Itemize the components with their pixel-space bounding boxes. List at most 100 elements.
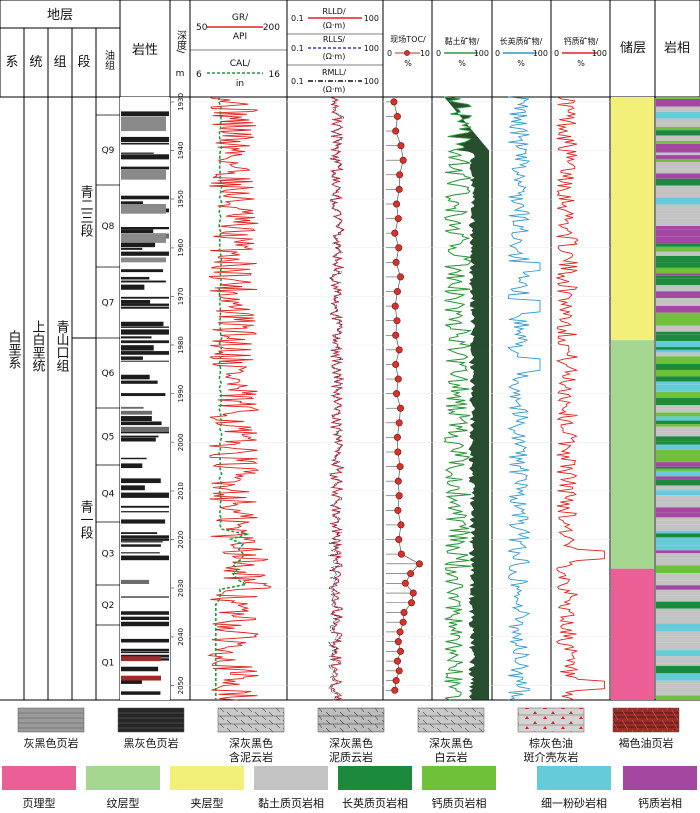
header-strat: 地层 — [47, 8, 73, 23]
lithology-bed — [121, 538, 169, 541]
facies-bed — [656, 444, 700, 451]
legend-lithology-label: 黑灰色页岩 — [124, 736, 179, 750]
facies-bed — [656, 262, 700, 268]
facies-bed — [656, 589, 700, 596]
legend-lithology-label: 泥质云岩 — [329, 750, 373, 764]
series-label: 上白垩统 — [30, 320, 46, 373]
facies-bed — [656, 485, 700, 491]
legend-lithology-label: 深灰黑色 — [229, 736, 273, 750]
calc-curve — [555, 96, 605, 701]
facies-bed — [656, 356, 700, 364]
facies-bed — [656, 229, 700, 237]
lithology-bed — [121, 154, 169, 160]
facies-bed — [656, 631, 700, 634]
toc-point — [393, 112, 401, 120]
rmll-unit: (Ω·m) — [323, 85, 346, 94]
lithology-bed — [121, 306, 169, 309]
facies-bed — [656, 273, 700, 276]
facies-bed — [656, 416, 700, 421]
lithology-bed — [121, 166, 169, 170]
facies-bed — [656, 502, 700, 508]
facies-bed — [656, 462, 700, 467]
facies-bed — [656, 340, 700, 348]
lithology-bed — [121, 251, 169, 256]
toc-unit: % — [404, 59, 412, 68]
lithology-bed — [121, 675, 161, 681]
facies-bed — [656, 656, 700, 664]
rlls-curve — [329, 96, 345, 701]
toc-point — [392, 127, 400, 135]
lithology-bed — [121, 616, 169, 620]
facies-bed — [656, 397, 700, 406]
toc-point — [397, 273, 405, 281]
rlld-min: 0.1 — [291, 14, 304, 23]
header-depth-unit: m — [176, 69, 185, 79]
facies-bed — [656, 507, 700, 513]
lithology-bed — [121, 257, 166, 263]
facies-bed — [656, 99, 700, 107]
oil-group-label: Q9 — [102, 146, 115, 156]
lithology-bed — [121, 303, 169, 306]
facies-bed — [656, 405, 700, 409]
toc-point — [409, 589, 417, 597]
calc-label: 钙质矿物/ — [564, 36, 599, 46]
facies-bed — [656, 246, 700, 252]
legend-lithology-swatch — [117, 707, 185, 733]
facies-bed — [656, 595, 700, 602]
toc-point — [395, 492, 403, 500]
rlld-curve — [330, 96, 344, 701]
facies-bed — [656, 305, 700, 313]
toc-point — [415, 560, 423, 568]
oil-group-label: Q4 — [102, 490, 115, 500]
toc-min: 0 — [387, 49, 392, 58]
facies-bed — [656, 275, 700, 279]
toc-point — [395, 419, 403, 427]
facies-bed — [656, 558, 700, 566]
oil-group-column: Q9 Q8 Q7 Q6 Q5 Q4 Q3 Q2 Q1 — [96, 114, 120, 669]
toc-point — [392, 258, 400, 266]
legend-lithology-swatch — [217, 707, 285, 733]
facies-bed — [656, 512, 700, 518]
toc-point — [407, 570, 415, 578]
toc-point — [397, 550, 405, 558]
toc-point — [396, 628, 404, 636]
facies-bed — [656, 680, 700, 684]
toc-point — [408, 599, 416, 607]
lithology-bed — [121, 351, 169, 355]
toc-point — [394, 477, 402, 485]
facies-bed — [656, 524, 700, 531]
facies-bed — [656, 537, 700, 546]
legend-lithology-label: 含泥云岩 — [229, 750, 273, 764]
legend-lithology-label: 深灰黑色 — [329, 736, 373, 750]
lithology-bed — [121, 666, 159, 672]
facies-bed — [656, 143, 700, 148]
oil-group-label: Q3 — [102, 550, 115, 560]
facies-bed — [656, 663, 700, 666]
lithology-bed — [121, 532, 158, 534]
facies-bed — [656, 349, 700, 353]
lithology-bed — [121, 656, 161, 662]
toc-point — [392, 331, 400, 339]
facies-bed — [656, 580, 700, 586]
legend-facies-label: 钙质页岩相 — [432, 796, 487, 810]
lithology-bed — [121, 233, 166, 243]
lithology-bed — [121, 280, 166, 283]
facies-bed — [656, 683, 700, 688]
facies-bed — [656, 347, 700, 350]
lithology-bed — [121, 485, 145, 491]
toc-point — [399, 156, 407, 164]
calc-unit: % — [577, 59, 585, 68]
legend-facies-swatch — [623, 766, 697, 790]
facies-bed — [656, 479, 700, 486]
legend-lithology-swatch — [17, 707, 85, 733]
toc-point — [395, 185, 403, 193]
header-youzu: 油组 — [103, 49, 115, 70]
facies-bed — [656, 665, 700, 674]
lithology-bed — [121, 276, 150, 280]
lithology-bed — [121, 340, 169, 344]
lithology-bed — [121, 541, 163, 543]
toc-label: 现场TOC/ — [390, 35, 426, 44]
lithology-bed — [121, 431, 169, 434]
facies-bed — [656, 161, 700, 170]
facies-bed — [656, 140, 700, 144]
